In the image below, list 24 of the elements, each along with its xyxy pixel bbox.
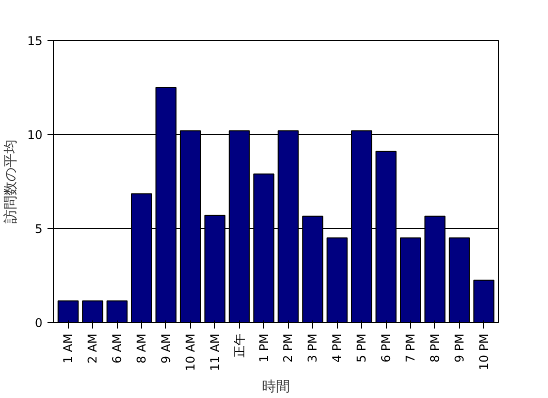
y-tick-label: 0 <box>34 316 43 330</box>
x-tick-label: 9 PM <box>452 333 466 363</box>
x-tick-label: 9 AM <box>158 333 173 364</box>
y-tick-label: 10 <box>27 128 43 142</box>
x-tick-label: 11 AM <box>208 333 222 372</box>
y-tick-label: 5 <box>34 222 43 236</box>
x-tick-label: 正午 <box>232 334 246 358</box>
x-tick-label: 3 PM <box>306 333 320 363</box>
x-tick-label: 4 PM <box>330 333 344 363</box>
x-tick-label: 5 PM <box>354 333 369 363</box>
x-axis-title: 時間 <box>262 379 290 396</box>
x-tick-label: 1 PM <box>256 333 271 363</box>
x-tick-label: 2 PM <box>281 333 296 363</box>
x-tick-label: 6 AM <box>110 333 124 364</box>
y-axis-title: 訪問数の平均 <box>3 140 20 224</box>
x-tick-label: 7 PM <box>403 333 418 363</box>
y-tick-label: 15 <box>27 34 43 48</box>
x-tick-label: 8 PM <box>428 333 442 363</box>
x-tick-label: 10 AM <box>183 333 198 372</box>
x-tick-label: 8 AM <box>134 333 149 364</box>
x-tick-label: 2 AM <box>86 333 100 364</box>
x-tick-label: 1 AM <box>61 333 76 364</box>
x-tick-label: 10 PM <box>476 333 491 370</box>
x-tick-label: 6 PM <box>379 333 394 363</box>
